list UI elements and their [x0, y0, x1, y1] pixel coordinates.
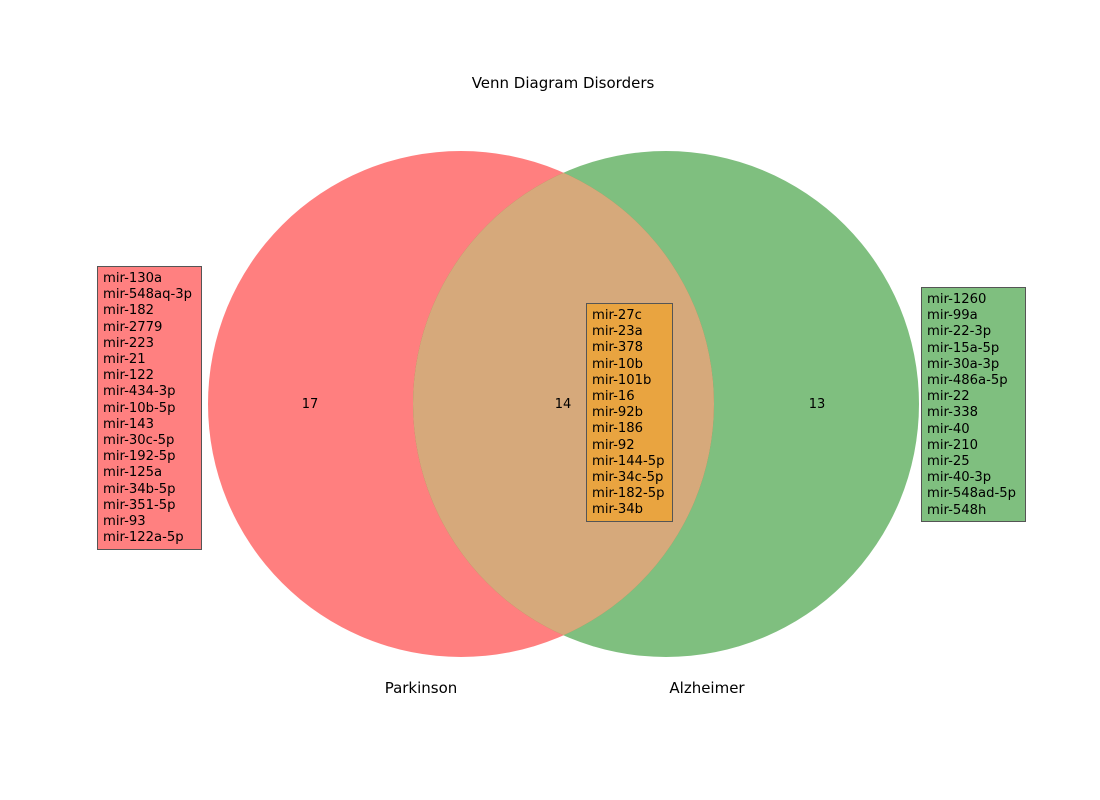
list-item: mir-186: [592, 421, 644, 437]
list-item: mir-16: [592, 389, 635, 405]
list-item: mir-378: [592, 340, 644, 356]
list-item: mir-548ad-5p: [927, 486, 1016, 502]
list-item: mir-192-5p: [103, 449, 176, 465]
list-item: mir-548aq-3p: [103, 287, 192, 303]
list-item: mir-22: [927, 389, 970, 405]
list-item: mir-10b-5p: [103, 400, 176, 416]
region-count-alzheimer-only: 13: [809, 397, 826, 412]
list-item: mir-10b: [592, 356, 643, 372]
set-label-alzheimer: Alzheimer: [669, 679, 745, 697]
list-item: mir-92: [592, 437, 635, 453]
list-item: mir-21: [103, 352, 146, 368]
list-item: mir-486a-5p: [927, 373, 1008, 389]
list-item: mir-122: [103, 368, 155, 384]
list-item: mir-434-3p: [103, 384, 176, 400]
diagram-title: Venn Diagram Disorders: [472, 74, 655, 92]
list-item: mir-1260: [927, 292, 987, 307]
list-item: mir-93: [103, 514, 146, 530]
region-count-intersection: 14: [555, 397, 572, 412]
list-item: mir-223: [103, 335, 155, 351]
list-item: mir-30a-3p: [927, 356, 1000, 372]
list-item: mir-34b-5p: [103, 481, 176, 497]
list-item: mir-144-5p: [592, 453, 665, 469]
list-item: mir-27c: [592, 308, 642, 323]
list-item: mir-34c-5p: [592, 470, 664, 486]
list-item: mir-182: [103, 303, 155, 319]
parkinson-only-list: mir-130a mir-548aq-3p mir-182 mir-2779 mir-2…: [97, 266, 202, 550]
list-item: mir-122a-5p: [103, 530, 184, 546]
list-item: mir-40-3p: [927, 470, 992, 486]
list-item: mir-338: [927, 405, 979, 421]
list-item: mir-101b: [592, 372, 652, 388]
set-label-parkinson: Parkinson: [385, 679, 458, 697]
list-item: mir-2779: [103, 319, 163, 335]
list-item: mir-34b: [592, 502, 643, 518]
alzheimer-only-list: mir-1260 mir-99a mir-22-3p mir-15a-5p mir-30…: [921, 287, 1026, 522]
list-item: mir-182-5p: [592, 486, 665, 502]
list-item: mir-25: [927, 454, 970, 470]
region-count-parkinson-only: 17: [302, 397, 319, 412]
list-item: mir-15a-5p: [927, 340, 1000, 356]
list-item: mir-125a: [103, 465, 163, 481]
list-item: mir-130a: [103, 271, 163, 286]
list-item: mir-40: [927, 421, 970, 437]
list-item: mir-22-3p: [927, 324, 992, 340]
intersection-list: mir-27c mir-23a mir-378 mir-10b mir-101b mir-…: [586, 303, 673, 522]
list-item: mir-30c-5p: [103, 433, 175, 449]
list-item: mir-143: [103, 416, 155, 432]
list-item: mir-23a: [592, 324, 643, 340]
list-item: mir-99a: [927, 308, 978, 324]
list-item: mir-548h: [927, 502, 987, 518]
list-item: mir-351-5p: [103, 497, 176, 513]
list-item: mir-210: [927, 437, 979, 453]
list-item: mir-92b: [592, 405, 643, 421]
